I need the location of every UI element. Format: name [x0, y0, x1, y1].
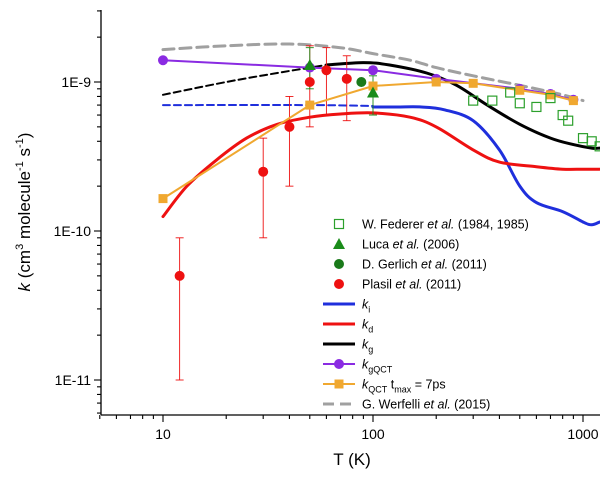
legend-label: D. Gerlich et al. (2011) — [362, 258, 487, 272]
legend-item-luca-et-al-2006: Luca et al. (2006) — [333, 238, 459, 252]
y-tick-label: 1E-9 — [61, 74, 91, 90]
legend-item-w-federer-et-al-1984-1985: W. Federer et al. (1984, 1985) — [333, 218, 529, 232]
x-tick-label: 10 — [155, 426, 171, 442]
legend-label: W. Federer et al. (1984, 1985) — [362, 218, 529, 232]
x-axis-label: T (K) — [333, 450, 370, 469]
g-werfelli-et-al-2015-line — [161, 42, 585, 103]
legend-label: kQCT tmax = 7ps — [362, 378, 446, 395]
plasil-et-al-2011-point — [258, 166, 269, 177]
y-tick-label: 1E-10 — [54, 223, 92, 239]
w-federer-et-al-1984-1985-point — [514, 98, 525, 109]
k-qct-t-max-7ps-point — [368, 81, 378, 91]
y-tick-label: 1E-11 — [55, 372, 92, 388]
plasil-et-al-2011-error-bar — [175, 237, 184, 381]
legend-marker — [334, 259, 344, 269]
legend-marker — [334, 359, 344, 369]
luca-et-al-2006-point — [367, 86, 379, 98]
legend-label: Plasil et al. (2011) — [362, 278, 461, 292]
x-tick-label: 1000 — [567, 426, 598, 442]
legend-item-k-i: ki — [323, 298, 370, 315]
w-federer-et-al-1984-1985-point — [468, 95, 479, 106]
legend-item-d-gerlich-et-al-2011: D. Gerlich et al. (2011) — [334, 258, 487, 272]
x-tick-label: 100 — [361, 426, 385, 442]
legend-label: G. Werfelli et al. (2015) — [362, 398, 490, 412]
legend-label: ki — [362, 298, 370, 315]
k-qct-t-max-7ps-point — [431, 77, 441, 87]
plasil-et-al-2011-error-bar — [285, 95, 294, 187]
w-federer-et-al-1984-1985-point — [557, 109, 568, 121]
k-gqct-point — [368, 65, 378, 76]
legend-item-k-qct-t-max-7ps: kQCT tmax = 7ps — [323, 378, 446, 395]
plasil-et-al-2011-point — [174, 270, 185, 281]
legend-item-k-g: kg — [323, 338, 373, 355]
w-federer-et-al-1984-1985-point — [545, 92, 556, 104]
legend: W. Federer et al. (1984, 1985) Luca et al… — [323, 218, 529, 412]
legend-marker — [333, 238, 345, 249]
legend-item-g-werfelli-et-al-2015: G. Werfelli et al. (2015) — [323, 398, 490, 412]
k-qct-t-max-7ps-point — [158, 194, 168, 204]
k-i-extrapolated-line — [162, 104, 374, 107]
legend-item-k-gqct: kgQCT — [323, 358, 393, 375]
k-i-line — [371, 105, 600, 227]
luca-et-al-2006-point — [303, 59, 316, 71]
plasil-et-al-2011-error-bar — [322, 47, 331, 116]
legend-label: kgQCT — [362, 358, 393, 375]
axes: 10 100 1000 1E-11 1E-10 1E-9 — [54, 10, 600, 442]
legend-label: Luca et al. (2006) — [362, 238, 459, 252]
k-gqct-point — [158, 55, 168, 66]
w-federer-et-al-1984-1985-point — [487, 95, 498, 106]
w-federer-et-al-1984-1985-point — [505, 87, 516, 98]
w-federer-et-al-1984-1985-point — [531, 101, 542, 113]
legend-item-k-d: kd — [323, 318, 373, 335]
k-qct-t-max-7ps-point — [568, 96, 578, 106]
d-gerlich-et-al-2011-point — [356, 77, 367, 87]
legend-marker — [333, 218, 345, 230]
legend-label: kd — [362, 318, 373, 335]
plasil-et-al-2011-point — [321, 65, 332, 76]
w-federer-et-al-1984-1985-point — [563, 115, 574, 126]
k-d-line — [161, 111, 600, 219]
plasil-et-al-2011-point — [304, 77, 315, 87]
y-axis-label: k (cm3 molecule-1 s-1) — [14, 133, 34, 292]
k-qct-t-max-7ps-point — [468, 78, 478, 88]
plasil-et-al-2011-point — [341, 73, 352, 84]
plot-area — [158, 42, 600, 381]
k-g-extrapolated-line — [162, 64, 328, 96]
legend-label: kg — [362, 338, 373, 355]
legend-item-plasil-et-al-2011: Plasil et al. (2011) — [334, 278, 461, 292]
k-qct-t-max-7ps-point — [305, 100, 315, 110]
k-qct-t-max-7ps-point — [515, 85, 525, 95]
k-qct-t-max-7ps-point — [545, 90, 555, 100]
legend-marker — [334, 379, 344, 389]
plasil-et-al-2011-point — [284, 121, 295, 132]
legend-marker — [334, 279, 344, 289]
plasil-et-al-2011-error-bar — [259, 137, 268, 239]
plasil-et-al-2011-error-bar — [342, 55, 351, 122]
